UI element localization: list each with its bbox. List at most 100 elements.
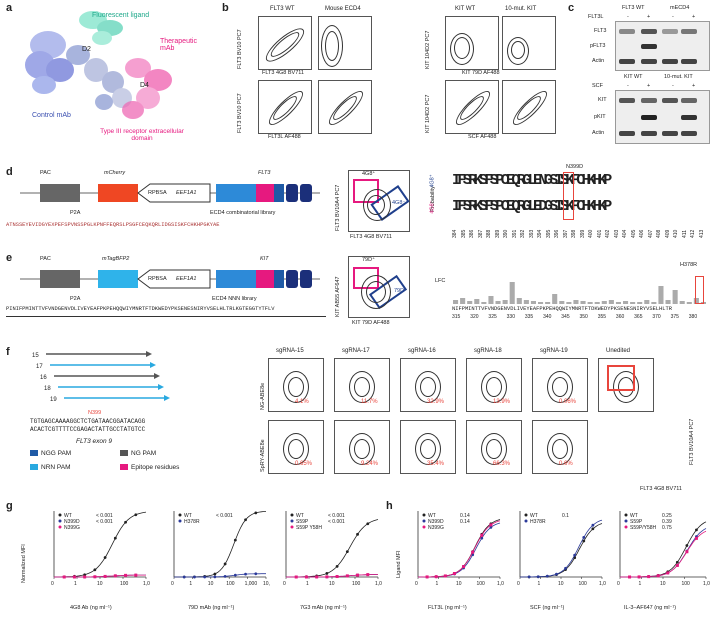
e-logo-bar bbox=[488, 296, 494, 304]
f-guide-number: 18 bbox=[44, 386, 51, 392]
f-legend-swatch bbox=[120, 450, 128, 457]
g3-legend-marker bbox=[290, 513, 294, 517]
h3-pvalue: 0.25 bbox=[662, 513, 672, 519]
d-position-tick: 403 bbox=[613, 229, 620, 238]
g3-legend-marker bbox=[290, 519, 294, 523]
b-plot-kit-10mut-top bbox=[502, 16, 556, 70]
h2-point bbox=[591, 523, 595, 527]
g1-x-tick: 10 bbox=[97, 581, 103, 587]
h1-fit-curve bbox=[418, 520, 501, 578]
h3-legend-label: S59P/Y58H bbox=[630, 525, 657, 531]
d4-label: D4 bbox=[140, 82, 149, 89]
h1-legend-marker bbox=[422, 519, 426, 523]
f-legend-swatch bbox=[30, 464, 38, 471]
h3-x-tick: 10 bbox=[660, 581, 666, 587]
h1-point bbox=[480, 536, 484, 540]
f-exon-label: FLT3 exon 9 bbox=[76, 438, 113, 445]
e-logo-bar bbox=[637, 302, 643, 304]
e-position-tick: 370 bbox=[652, 314, 661, 320]
h-x3-label: IL-3–AF647 (ng ml⁻¹) bbox=[624, 605, 677, 611]
c-bottom-header-2: 10-mut. KIT bbox=[664, 74, 693, 80]
e-position-tick: 360 bbox=[615, 314, 625, 320]
h3-fit-curve bbox=[620, 530, 707, 578]
h2-legend-label: H378R bbox=[530, 519, 546, 525]
b-plot-flt3-wt-bottom bbox=[258, 80, 312, 134]
h2-point bbox=[527, 575, 531, 579]
e-logo-bar bbox=[509, 282, 515, 304]
d-position-tick: 404 bbox=[622, 229, 628, 238]
d-position-tick: 391 bbox=[511, 229, 518, 238]
g3-x-tick: 10 bbox=[329, 581, 335, 587]
g2-fit-curve bbox=[174, 573, 266, 578]
e-position-tick: 380 bbox=[688, 314, 698, 320]
g3-point bbox=[366, 522, 370, 526]
e-positions: 315 320 325 330 335 340 345 350 355 360 365 370 375 3… bbox=[452, 314, 707, 322]
c-top-header-2: mECD4 bbox=[670, 5, 690, 11]
d-position-tick: 393 bbox=[528, 229, 535, 238]
h3-point bbox=[647, 575, 651, 579]
g2-x-tick: 10,000 bbox=[263, 581, 270, 587]
g1-legend-label: WT bbox=[64, 513, 72, 519]
f-percent-label: 4.1% bbox=[295, 399, 309, 405]
d-position-tick: 388 bbox=[486, 229, 492, 238]
g1-point bbox=[93, 575, 97, 579]
f-guide-number: 16 bbox=[40, 375, 47, 381]
h3-point bbox=[695, 528, 698, 532]
h1-legend-label: WT bbox=[428, 513, 436, 519]
d-position-tick: 397 bbox=[562, 229, 569, 238]
c-bottom-header-1: KIT WT bbox=[624, 74, 643, 80]
e-position-tick: 325 bbox=[488, 314, 497, 320]
h3-fit-curve bbox=[620, 528, 707, 578]
e-logo-bar bbox=[658, 286, 664, 304]
f-flow-grid: sgRNA-15 4.1% 0.65% sgRNA-17 11.7% 9.24% sgRNA… bbox=[268, 348, 708, 498]
h2-legend-marker bbox=[524, 513, 528, 517]
d-gate-pos-label: 4G8⁺ bbox=[362, 171, 376, 177]
d-position-tick: 396 bbox=[554, 229, 560, 238]
h1-legend-marker bbox=[422, 513, 426, 517]
g1-point bbox=[113, 574, 117, 578]
e-logo-bar bbox=[679, 301, 685, 304]
b-y3-label: KIT 104D2 PC7 bbox=[425, 30, 431, 69]
g3-pvalue: < 0.001 bbox=[328, 513, 345, 519]
h3-pvalue: 0.39 bbox=[662, 519, 672, 525]
h1-x-tick: 0 bbox=[415, 581, 418, 587]
g1-point bbox=[103, 574, 107, 578]
g2-point bbox=[182, 575, 186, 579]
f-percent-label: 9.24% bbox=[361, 461, 379, 467]
g3-point bbox=[366, 573, 370, 577]
b-kit-wt-title: KIT WT bbox=[455, 6, 476, 12]
e-position-tick: 345 bbox=[561, 314, 570, 320]
e-lfc-label: LFC bbox=[435, 278, 446, 284]
g2-point bbox=[193, 575, 196, 579]
f-row2-label: SpRY-ABE8e bbox=[260, 439, 266, 472]
d-p2a-label: P2A bbox=[70, 210, 81, 216]
panel-a-label: a bbox=[6, 2, 13, 14]
g3-point bbox=[304, 575, 308, 579]
g3-point bbox=[335, 575, 339, 579]
e-logo-bar bbox=[665, 300, 671, 304]
h1-point bbox=[489, 523, 493, 527]
h-x1-label: FLT3L (ng ml⁻¹) bbox=[428, 605, 467, 611]
e-gate-neg-label: 79D⁻ bbox=[394, 288, 407, 294]
f-flow-plot bbox=[598, 358, 654, 412]
g2-legend-marker bbox=[178, 513, 182, 517]
g3-point bbox=[356, 532, 359, 536]
g1-legend-marker bbox=[58, 525, 62, 529]
f-legend-label: Epitope residues bbox=[131, 464, 180, 471]
e-position-tick: 335 bbox=[524, 314, 534, 320]
h1-x-tick: 100 bbox=[477, 581, 486, 587]
c-sign-5: - bbox=[627, 83, 629, 89]
d-rpbsa-label: RPBSA bbox=[148, 190, 167, 196]
c-sign-2: + bbox=[647, 14, 651, 20]
e-rpbsa-label: RPBSA bbox=[148, 276, 167, 282]
e-logo-bar bbox=[538, 302, 544, 304]
h3-point bbox=[685, 550, 689, 554]
d-position-tick: 387 bbox=[477, 229, 484, 238]
h1-x-tick: 1,000 bbox=[497, 581, 504, 587]
f-legend-item: NGG PAM bbox=[30, 450, 71, 457]
e-position-tick: 330 bbox=[506, 314, 515, 320]
c-top-blot bbox=[615, 21, 710, 71]
g2-point bbox=[203, 575, 207, 579]
f-legend-label: NG PAM bbox=[131, 450, 157, 457]
